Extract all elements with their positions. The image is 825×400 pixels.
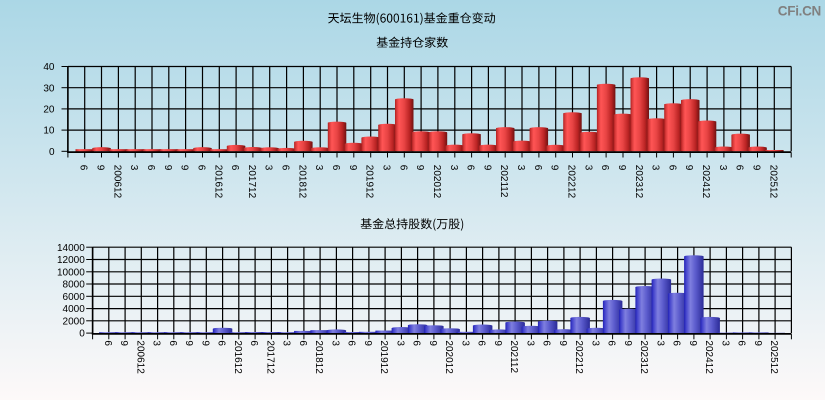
svg-text:9: 9 <box>683 165 694 171</box>
svg-text:3: 3 <box>281 340 292 346</box>
svg-text:201812: 201812 <box>313 340 324 374</box>
svg-text:6: 6 <box>465 165 476 171</box>
svg-text:201612: 201612 <box>232 340 243 374</box>
svg-text:6: 6 <box>229 165 240 171</box>
svg-text:3: 3 <box>151 340 162 346</box>
svg-text:9: 9 <box>362 340 373 346</box>
svg-text:3: 3 <box>448 165 459 171</box>
svg-text:9: 9 <box>549 165 560 171</box>
svg-text:201912: 201912 <box>364 165 375 199</box>
svg-text:6: 6 <box>397 165 408 171</box>
svg-text:6: 6 <box>330 165 341 171</box>
svg-text:3: 3 <box>650 165 661 171</box>
svg-text:3: 3 <box>263 165 274 171</box>
svg-text:40: 40 <box>43 62 55 73</box>
svg-text:6: 6 <box>532 165 543 171</box>
svg-text:3: 3 <box>459 340 470 346</box>
svg-text:20: 20 <box>43 105 55 116</box>
svg-text:202512: 202512 <box>768 340 779 374</box>
svg-text:3: 3 <box>313 165 324 171</box>
svg-text:201812: 201812 <box>296 165 307 199</box>
svg-text:201712: 201712 <box>246 165 257 199</box>
svg-text:9: 9 <box>687 340 698 346</box>
svg-text:9: 9 <box>183 340 194 346</box>
svg-text:202112: 202112 <box>508 340 519 373</box>
svg-text:6: 6 <box>297 340 308 346</box>
svg-text:201912: 201912 <box>378 340 389 374</box>
svg-text:6: 6 <box>606 340 617 346</box>
svg-text:3: 3 <box>381 165 392 171</box>
svg-text:9: 9 <box>751 165 762 171</box>
svg-text:3: 3 <box>524 340 535 346</box>
svg-text:202412: 202412 <box>703 340 714 374</box>
svg-text:201612: 201612 <box>212 165 223 199</box>
svg-text:9: 9 <box>347 165 358 171</box>
svg-text:6: 6 <box>599 165 610 171</box>
svg-text:3: 3 <box>582 165 593 171</box>
svg-text:12000: 12000 <box>57 255 85 266</box>
svg-text:6: 6 <box>78 165 89 171</box>
svg-text:6: 6 <box>196 165 207 171</box>
svg-text:6000: 6000 <box>63 292 86 303</box>
svg-text:3: 3 <box>717 165 728 171</box>
svg-text:9: 9 <box>162 165 173 171</box>
svg-text:202012: 202012 <box>431 165 442 199</box>
svg-text:9: 9 <box>414 165 425 171</box>
svg-text:6: 6 <box>248 340 259 346</box>
svg-text:9: 9 <box>118 340 129 346</box>
svg-text:6: 6 <box>476 340 487 346</box>
svg-text:202312: 202312 <box>633 165 644 199</box>
svg-text:4000: 4000 <box>63 304 86 315</box>
svg-text:3: 3 <box>719 340 730 346</box>
svg-text:3: 3 <box>329 340 340 346</box>
svg-text:202212: 202212 <box>566 165 577 199</box>
svg-text:9: 9 <box>179 165 190 171</box>
svg-text:3: 3 <box>515 165 526 171</box>
svg-text:30: 30 <box>43 83 55 94</box>
svg-text:14000: 14000 <box>57 243 85 254</box>
svg-text:200612: 200612 <box>134 340 145 374</box>
svg-text:9: 9 <box>622 340 633 346</box>
svg-text:9: 9 <box>199 340 210 346</box>
svg-text:9: 9 <box>752 340 763 346</box>
svg-text:202312: 202312 <box>638 340 649 374</box>
svg-text:6: 6 <box>216 340 227 346</box>
svg-text:6: 6 <box>411 340 422 346</box>
svg-text:3: 3 <box>654 340 665 346</box>
svg-text:9: 9 <box>481 165 492 171</box>
svg-text:CFi.CN: CFi.CN <box>778 3 821 18</box>
svg-text:3: 3 <box>128 165 139 171</box>
svg-text:9: 9 <box>492 340 503 346</box>
svg-text:2000: 2000 <box>63 316 86 327</box>
svg-text:6: 6 <box>346 340 357 346</box>
svg-text:202412: 202412 <box>700 165 711 199</box>
svg-text:6: 6 <box>734 165 745 171</box>
svg-text:202012: 202012 <box>443 340 454 374</box>
svg-text:202512: 202512 <box>767 165 778 199</box>
svg-text:0: 0 <box>79 329 85 340</box>
svg-text:202112: 202112 <box>498 165 509 198</box>
svg-text:6: 6 <box>280 165 291 171</box>
svg-text:201712: 201712 <box>264 340 275 374</box>
svg-text:9: 9 <box>557 340 568 346</box>
svg-text:200612: 200612 <box>111 165 122 199</box>
svg-text:3: 3 <box>394 340 405 346</box>
svg-text:6: 6 <box>666 165 677 171</box>
svg-text:10000: 10000 <box>57 267 85 278</box>
svg-text:202212: 202212 <box>573 340 584 374</box>
svg-text:3: 3 <box>589 340 600 346</box>
svg-text:6: 6 <box>167 340 178 346</box>
svg-text:6: 6 <box>145 165 156 171</box>
svg-text:6: 6 <box>102 340 113 346</box>
svg-text:9: 9 <box>95 165 106 171</box>
svg-text:6: 6 <box>736 340 747 346</box>
svg-text:8000: 8000 <box>63 280 86 291</box>
svg-text:0: 0 <box>49 147 55 158</box>
svg-text:9: 9 <box>616 165 627 171</box>
svg-text:10: 10 <box>43 126 55 137</box>
svg-text:6: 6 <box>671 340 682 346</box>
svg-text:9: 9 <box>427 340 438 346</box>
svg-text:6: 6 <box>541 340 552 346</box>
